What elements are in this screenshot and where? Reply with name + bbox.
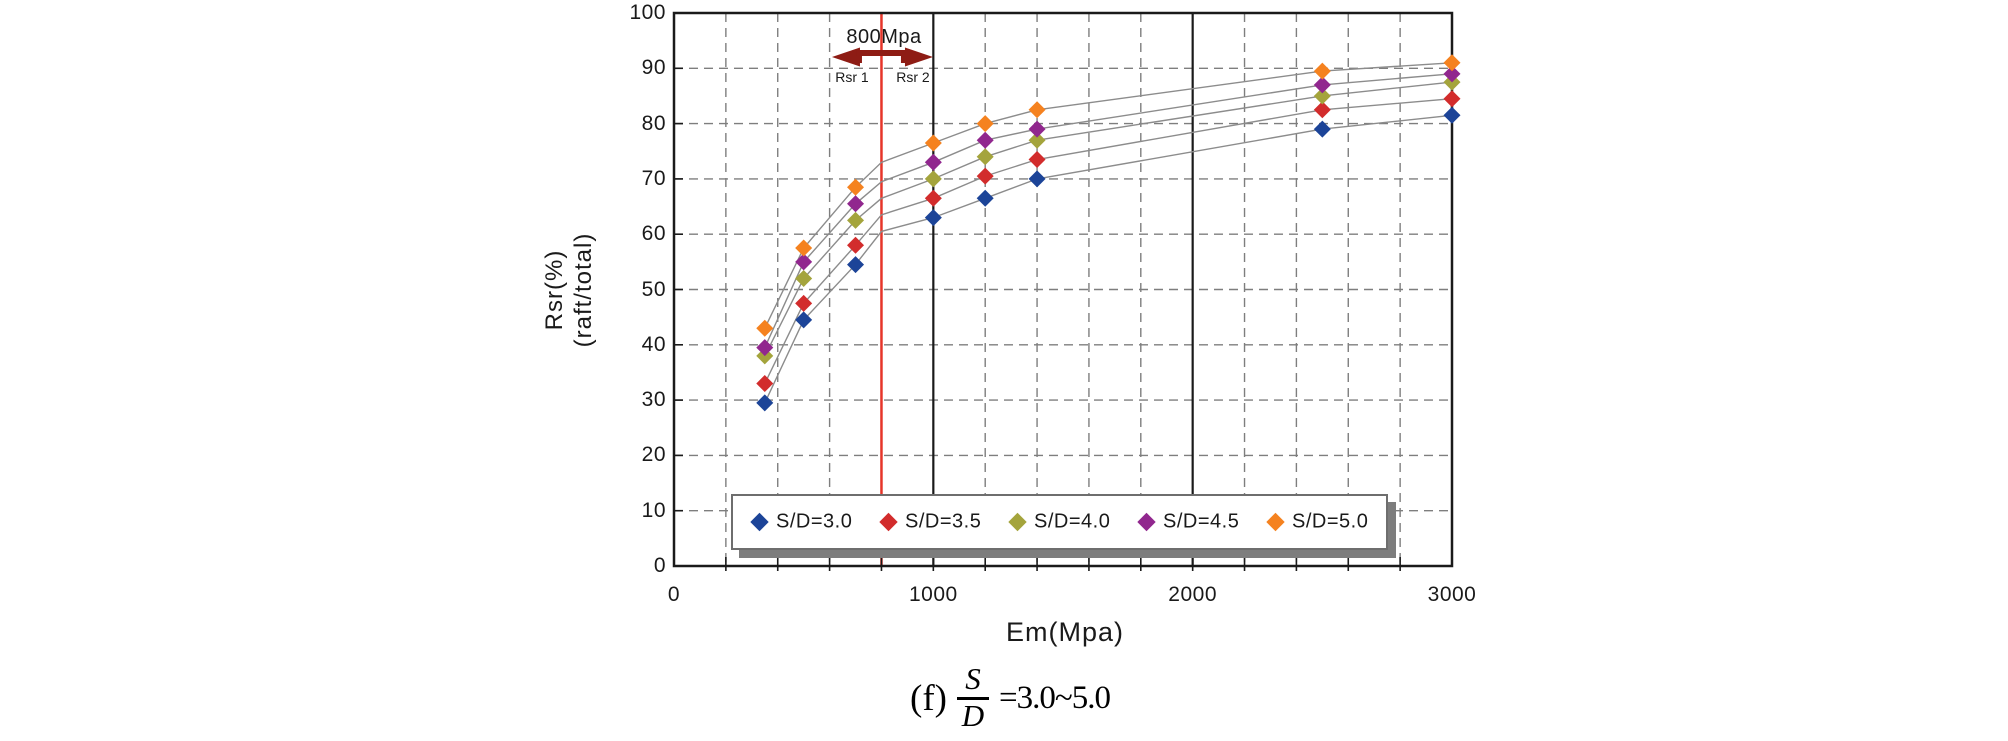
- legend-item-label: S/D=4.5: [1163, 510, 1240, 533]
- series-markers-S/D=4.0: [756, 73, 1461, 365]
- series-markers-S/D=5.0: [756, 54, 1461, 337]
- legend-item-label: S/D=3.5: [905, 510, 982, 533]
- x-tick-label: 2000: [1168, 583, 1218, 606]
- y-tick-label: 10: [641, 498, 666, 522]
- caption-fraction-numerator: S: [965, 661, 981, 697]
- legend-item-label: S/D=5.0: [1292, 510, 1369, 533]
- y-tick-label: 100: [629, 1, 666, 24]
- legend-item: S/D=4.5: [1137, 510, 1240, 534]
- legend-diamond-icon: [879, 512, 898, 532]
- caption-fraction: S D: [957, 661, 989, 733]
- legend-diamond-icon: [750, 512, 769, 532]
- legend-item-label: S/D=3.0: [776, 510, 853, 533]
- reference-line-label: 800Mpa: [846, 26, 922, 48]
- legend: S/D=3.0 S/D=3.5 S/D=4.0 S/D=4.5 S/D=5.0: [731, 494, 1388, 550]
- axis-ticks: [674, 67, 1401, 571]
- y-tick-label: 70: [641, 166, 666, 190]
- y-tick-label: 60: [641, 222, 666, 246]
- y-axis-title-line2: (raft/total): [570, 232, 597, 348]
- x-axis-title: Em(Mpa): [1005, 617, 1124, 647]
- annotation-arrows: [831, 47, 933, 67]
- y-tick-label: 80: [641, 111, 666, 135]
- series-markers-S/D=3.0: [756, 106, 1461, 412]
- y-tick-label: 90: [641, 56, 666, 80]
- region-label-rsr1: Rsr 1: [835, 69, 869, 85]
- y-tick-label: 0: [653, 554, 666, 577]
- legend-item: S/D=3.0: [750, 510, 853, 534]
- legend-item: S/D=4.0: [1008, 510, 1111, 534]
- y-axis-title-line1: Rsr(%): [541, 249, 568, 331]
- legend-diamond-icon: [1266, 512, 1285, 532]
- region-label-rsr2: Rsr 2: [896, 69, 930, 85]
- caption-fraction-bar: [957, 697, 989, 700]
- legend-item-label: S/D=4.0: [1034, 510, 1111, 533]
- legend-item: S/D=3.5: [879, 510, 982, 534]
- y-tick-label: 20: [641, 443, 666, 467]
- x-tick-label: 1000: [908, 583, 958, 606]
- series-markers-S/D=3.5: [756, 90, 1461, 393]
- caption-fraction-denominator: D: [961, 698, 985, 733]
- caption: (f) S D =3.0~5.0: [860, 653, 1160, 741]
- y-tick-label: 40: [641, 332, 666, 356]
- series-markers-S/D=4.5: [756, 65, 1461, 357]
- x-tick-label: 3000: [1427, 583, 1477, 606]
- y-tick-label: 50: [641, 277, 666, 301]
- caption-suffix: =3.0~5.0: [999, 679, 1111, 716]
- caption-prefix: (f): [910, 677, 947, 719]
- x-tick-label: 0: [667, 583, 681, 606]
- v-gridlines: [725, 13, 1401, 566]
- y-axis-title: Rsr(%) (raft/total): [540, 140, 600, 440]
- legend-item: S/D=5.0: [1266, 510, 1369, 534]
- legend-diamond-icon: [1008, 512, 1027, 532]
- major-gridlines: [932, 13, 1194, 566]
- legend-diamond-icon: [1137, 512, 1156, 532]
- y-tick-label: 30: [641, 388, 666, 412]
